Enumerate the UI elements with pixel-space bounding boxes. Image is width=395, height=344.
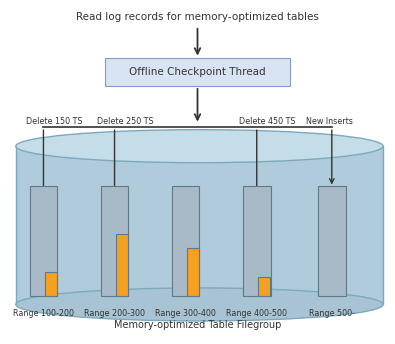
Text: Delete 250 TS: Delete 250 TS [97, 117, 153, 126]
Text: Memory-optimized Table Filegroup: Memory-optimized Table Filegroup [114, 320, 281, 330]
Bar [318, 186, 346, 296]
Ellipse shape [16, 288, 383, 321]
Text: Offline Checkpoint Thread: Offline Checkpoint Thread [129, 67, 266, 77]
Text: Range 500-: Range 500- [309, 309, 355, 319]
Text: Read log records for memory-optimized tables: Read log records for memory-optimized ta… [76, 12, 319, 22]
Text: Delete 450 TS: Delete 450 TS [239, 117, 295, 126]
Bar [243, 186, 271, 296]
Bar [101, 186, 128, 296]
Bar [187, 248, 199, 296]
FancyBboxPatch shape [105, 58, 290, 86]
Ellipse shape [16, 130, 383, 163]
Bar [116, 234, 128, 296]
Text: Range 100-200: Range 100-200 [13, 309, 74, 319]
Text: Delete 150 TS: Delete 150 TS [26, 117, 82, 126]
Bar [30, 186, 57, 296]
Text: Range 200-300: Range 200-300 [84, 309, 145, 319]
Text: Range 400-500: Range 400-500 [226, 309, 287, 319]
Bar [172, 186, 199, 296]
Text: Range 300-400: Range 300-400 [155, 309, 216, 319]
Bar [258, 277, 270, 296]
Bar [45, 272, 57, 296]
Bar [16, 146, 383, 304]
Text: New Inserts: New Inserts [306, 117, 353, 126]
